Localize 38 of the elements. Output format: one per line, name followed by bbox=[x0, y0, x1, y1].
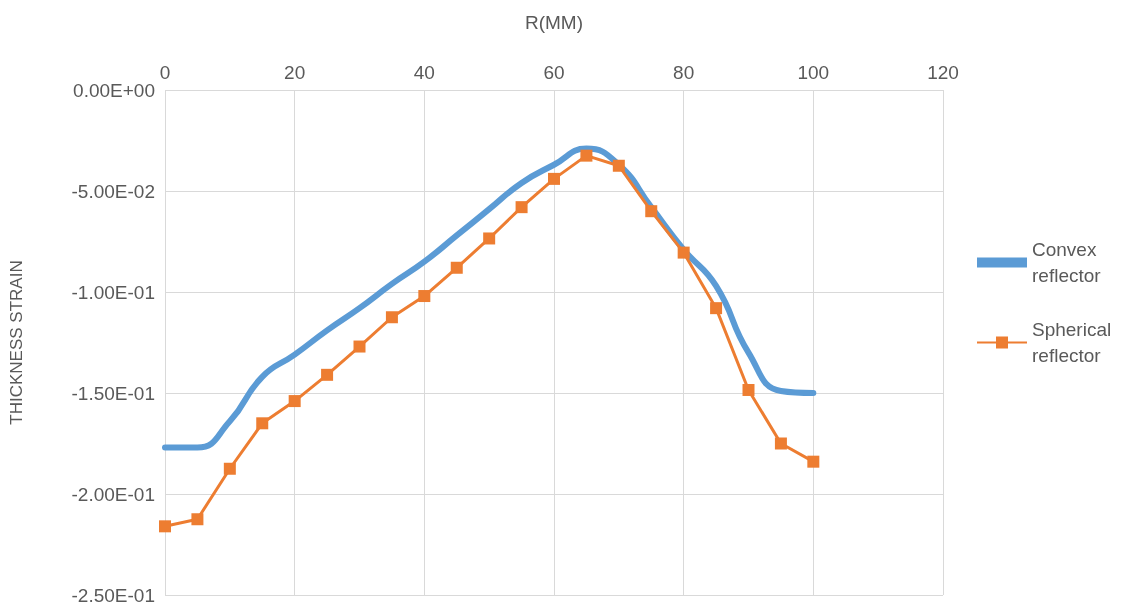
x-tick-label: 0 bbox=[159, 62, 171, 83]
point bbox=[677, 246, 690, 259]
point bbox=[742, 383, 755, 396]
point bbox=[580, 149, 593, 162]
x-tick-label: 20 bbox=[284, 62, 306, 83]
legend-label: Convex reflector bbox=[1032, 239, 1102, 286]
point bbox=[353, 340, 366, 353]
y-tick-label: -1.50E-01 bbox=[71, 382, 155, 404]
x-tick-label: 120 bbox=[927, 62, 959, 83]
point bbox=[774, 437, 787, 450]
point bbox=[191, 513, 204, 526]
point bbox=[288, 395, 301, 408]
point bbox=[515, 201, 528, 214]
point bbox=[418, 290, 431, 303]
point bbox=[256, 417, 269, 430]
point bbox=[450, 261, 463, 274]
point bbox=[321, 368, 334, 381]
point bbox=[223, 462, 236, 475]
y-tick-label: 0.00E+00 bbox=[73, 79, 155, 101]
point bbox=[548, 172, 560, 185]
point bbox=[807, 455, 820, 468]
point bbox=[385, 311, 398, 324]
point bbox=[645, 205, 658, 218]
x-axis-title: R(MM) bbox=[524, 12, 584, 33]
x-tick-label: 40 bbox=[413, 62, 435, 83]
x-tick-label: 60 bbox=[543, 62, 565, 83]
y-tick-label: -5.00E-02 bbox=[71, 180, 155, 202]
point bbox=[710, 302, 723, 315]
legend-label: Spherical reflector bbox=[1032, 319, 1117, 366]
y-tick-label: -1.00E-01 bbox=[71, 281, 155, 303]
y-tick-label: -2.50E-01 bbox=[71, 584, 155, 605]
x-tick-label: 100 bbox=[797, 62, 830, 83]
point bbox=[159, 520, 171, 533]
point bbox=[483, 232, 496, 245]
x-tick-label: 80 bbox=[673, 62, 695, 83]
point bbox=[612, 159, 625, 172]
y-axis-title: THICKNESS STRAIN bbox=[7, 260, 26, 425]
y-tick-label: -2.00E-01 bbox=[71, 483, 155, 505]
